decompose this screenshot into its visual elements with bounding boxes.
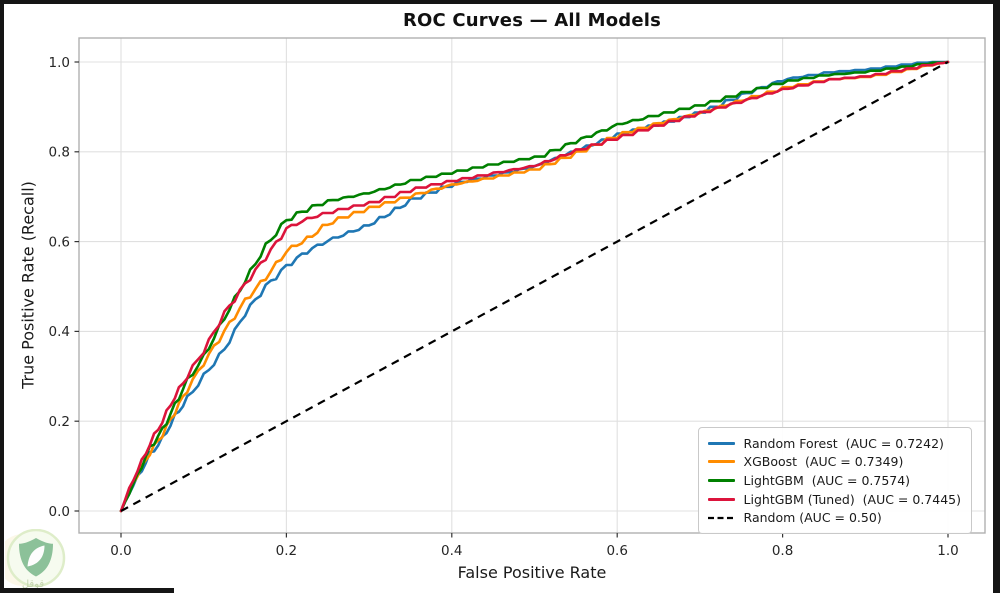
legend-swatch <box>707 497 735 501</box>
window-border-fragment <box>4 588 174 593</box>
legend-item-4: LightGBM (Tuned) (AUC = 0.7445) <box>707 490 961 509</box>
legend-swatch <box>707 516 735 519</box>
legend-label: Random Forest (AUC = 0.7242) <box>743 435 944 451</box>
legend-swatch <box>707 478 735 482</box>
x-tick-label: 0.0 <box>110 543 131 559</box>
x-tick-label: 0.2 <box>276 543 297 559</box>
y-tick-label: 1.0 <box>49 55 70 71</box>
y-tick-label: 0.6 <box>49 234 70 250</box>
x-tick-label: 0.6 <box>606 543 627 559</box>
legend-label: LightGBM (Tuned) (AUC = 0.7445) <box>743 491 961 507</box>
legend: Random Forest (AUC = 0.7242) XGBoost (AUC… <box>697 427 972 534</box>
y-tick-label: 0.8 <box>49 145 70 161</box>
x-axis-label: False Positive Rate <box>457 563 607 582</box>
series-path-random-forest <box>119 60 950 513</box>
legend-item-1: Random Forest (AUC = 0.7242) <box>707 434 961 453</box>
y-tick-label: 0.0 <box>49 504 70 520</box>
legend-label: XGBoost (AUC = 0.7349) <box>743 454 904 470</box>
legend-item-2: XGBoost (AUC = 0.7349) <box>707 453 961 472</box>
legend-swatch <box>707 441 735 445</box>
series-path-lightgbm <box>119 60 950 513</box>
x-tick-label: 1.0 <box>937 543 958 559</box>
legend-item-5: Random (AUC = 0.50) <box>707 508 961 527</box>
x-tick-label: 0.4 <box>441 543 462 559</box>
legend-swatch <box>707 460 735 464</box>
chart-title: ROC Curves — All Models <box>402 10 662 31</box>
y-tick-label: 0.2 <box>49 414 70 430</box>
legend-label: LightGBM (AUC = 0.7574) <box>743 472 911 488</box>
roc-plot-canvas: 0.0 0.2 0.4 0.6 0.8 1.0 0.0 0.2 0.4 0.6 0.8 1.0 <box>49 37 986 559</box>
axes-frame <box>78 37 986 534</box>
x-tick-label: 0.8 <box>772 543 793 559</box>
series-path-random <box>120 61 949 512</box>
y-axis-label: True Positive Rate (Recall) <box>18 181 38 389</box>
legend-label: Random (AUC = 0.50) <box>743 510 882 526</box>
y-tick-label: 0.4 <box>49 324 70 340</box>
series-path-lightgbm-tuned <box>119 60 950 513</box>
legend-item-3: LightGBM (AUC = 0.7574) <box>707 471 961 490</box>
